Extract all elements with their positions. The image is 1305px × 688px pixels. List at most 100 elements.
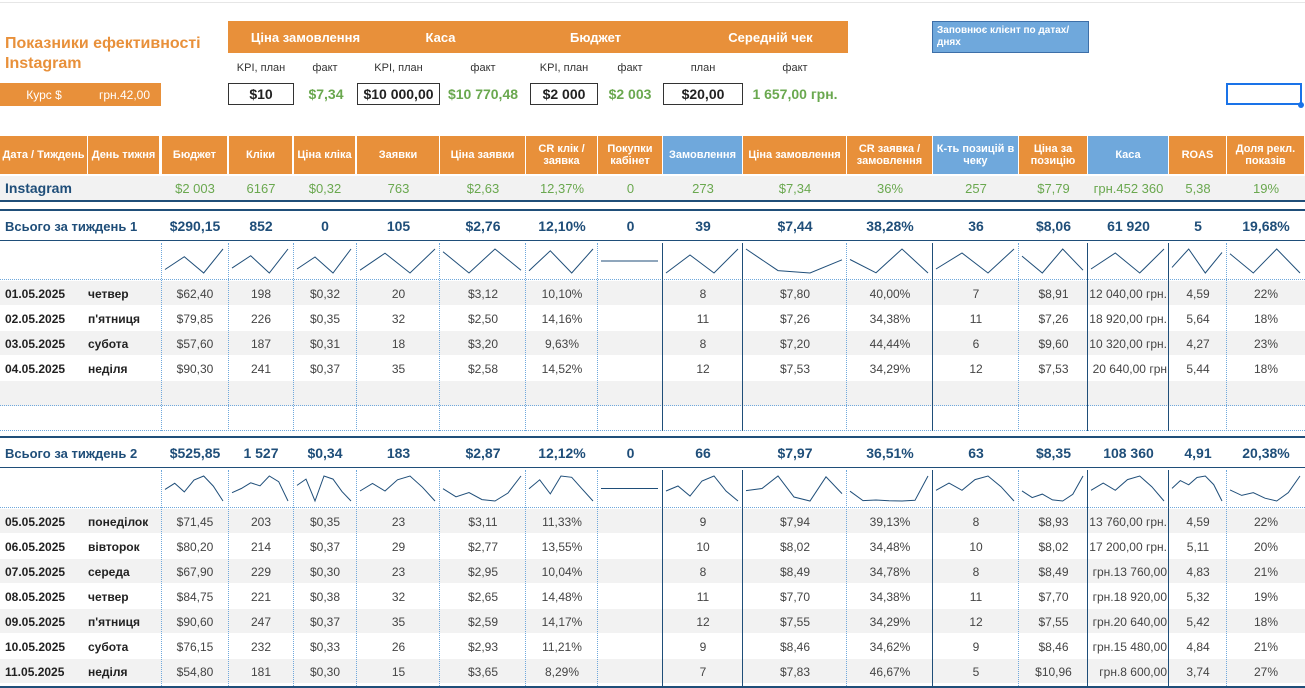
- data-cell[interactable]: 27%: [1253, 664, 1279, 679]
- data-cell[interactable]: $3,11: [468, 514, 498, 529]
- data-cell[interactable]: $10,96: [1035, 664, 1072, 679]
- date-cell[interactable]: 07.05.2025: [5, 564, 66, 579]
- data-cell[interactable]: 10,10%: [541, 286, 583, 301]
- data-cell[interactable]: 18%: [1253, 361, 1279, 376]
- data-cell[interactable]: 247: [250, 614, 272, 629]
- data-cell[interactable]: $0,32: [309, 286, 341, 301]
- data-cell[interactable]: 34,29%: [869, 361, 911, 376]
- data-cell[interactable]: 9: [699, 514, 707, 529]
- data-cell[interactable]: 34,48%: [869, 539, 911, 554]
- data-cell[interactable]: 5,42: [1186, 614, 1210, 629]
- data-cell[interactable]: $3,65: [467, 664, 499, 679]
- week-total-cell[interactable]: $2,87: [465, 445, 501, 461]
- data-cell[interactable]: 198: [250, 286, 272, 301]
- data-cell[interactable]: 9: [699, 639, 707, 654]
- data-cell[interactable]: 35: [391, 614, 406, 629]
- data-cell[interactable]: 7: [972, 286, 980, 301]
- summary-cell[interactable]: 5,38: [1185, 180, 1211, 196]
- data-cell[interactable]: $7,70: [779, 589, 811, 604]
- data-cell[interactable]: 5,32: [1186, 589, 1210, 604]
- data-cell[interactable]: $0,30: [309, 564, 341, 579]
- data-cell[interactable]: 23: [391, 514, 406, 529]
- week-total-cell[interactable]: $7,97: [777, 445, 813, 461]
- data-cell[interactable]: $8,49: [779, 564, 811, 579]
- data-cell[interactable]: $71,45: [176, 514, 214, 529]
- date-cell[interactable]: 04.05.2025: [5, 361, 66, 376]
- data-cell[interactable]: 12: [969, 614, 983, 629]
- date-cell[interactable]: 09.05.2025: [5, 614, 66, 629]
- summary-cell[interactable]: 12,37%: [539, 180, 585, 196]
- data-cell[interactable]: $0,37: [309, 539, 341, 554]
- column-header[interactable]: Заявки: [357, 136, 439, 174]
- data-cell[interactable]: $80,20: [176, 539, 214, 554]
- data-cell[interactable]: [598, 281, 663, 306]
- data-cell[interactable]: 8: [972, 564, 980, 579]
- data-cell[interactable]: $8,46: [779, 639, 811, 654]
- data-cell[interactable]: 5: [972, 664, 980, 679]
- data-cell[interactable]: $7,94: [779, 514, 811, 529]
- data-cell[interactable]: $3,20: [467, 336, 499, 351]
- week-total-label[interactable]: Всього за тиждень 2: [5, 445, 138, 461]
- data-cell[interactable]: 18%: [1253, 614, 1279, 629]
- data-cell[interactable]: $54,80: [176, 664, 214, 679]
- week-total-cell[interactable]: 19,68%: [1242, 218, 1290, 234]
- week-total-cell[interactable]: 12,12%: [538, 445, 586, 461]
- data-cell[interactable]: 4,59: [1186, 286, 1210, 301]
- week-total-cell[interactable]: $0,34: [307, 445, 343, 461]
- data-cell[interactable]: $8,02: [779, 539, 811, 554]
- kpi-budget-plan[interactable]: $2 000: [530, 83, 598, 105]
- date-cell[interactable]: 06.05.2025: [5, 539, 66, 554]
- column-header[interactable]: CR заявка / замовлення: [847, 136, 932, 174]
- data-cell[interactable]: [598, 306, 663, 331]
- week-total-cell[interactable]: 66: [695, 445, 711, 461]
- week-total-cell[interactable]: 38,28%: [866, 218, 914, 234]
- week-total-cell[interactable]: $8,35: [1035, 445, 1072, 461]
- data-cell[interactable]: 4,84: [1186, 639, 1210, 654]
- week-total-cell[interactable]: 63: [968, 445, 984, 461]
- data-cell[interactable]: [598, 331, 663, 356]
- data-cell[interactable]: 19%: [1253, 589, 1279, 604]
- data-cell[interactable]: 4,83: [1186, 564, 1210, 579]
- data-cell[interactable]: $84,75: [176, 589, 214, 604]
- data-cell[interactable]: 214: [250, 539, 272, 554]
- data-cell[interactable]: 29: [391, 539, 406, 554]
- data-cell[interactable]: 11,21%: [542, 639, 582, 654]
- data-cell[interactable]: 4,27: [1186, 336, 1210, 351]
- column-header[interactable]: Замовлення: [663, 136, 742, 174]
- data-cell[interactable]: 10: [696, 539, 710, 554]
- data-cell[interactable]: [598, 356, 663, 381]
- week-total-cell[interactable]: 0: [626, 445, 635, 461]
- weekday-cell[interactable]: субота: [88, 336, 129, 351]
- data-cell[interactable]: 9: [972, 639, 980, 654]
- summary-cell[interactable]: 763: [387, 180, 410, 196]
- data-cell[interactable]: 18 920,00 грн.: [1089, 311, 1167, 326]
- summary-cell[interactable]: 19%: [1252, 180, 1280, 196]
- date-cell[interactable]: 10.05.2025: [5, 639, 66, 654]
- summary-cell[interactable]: $7,79: [1037, 180, 1070, 196]
- date-cell[interactable]: 05.05.2025: [5, 514, 66, 529]
- data-cell[interactable]: $57,60: [176, 336, 214, 351]
- data-cell[interactable]: 17 200,00 грн.: [1089, 539, 1167, 554]
- data-cell[interactable]: 18%: [1253, 311, 1279, 326]
- data-cell[interactable]: 34,62%: [869, 639, 911, 654]
- column-header[interactable]: CR клік / заявка: [526, 136, 597, 174]
- data-cell[interactable]: 34,29%: [869, 614, 911, 629]
- data-cell[interactable]: $0,35: [309, 514, 341, 529]
- summary-cell[interactable]: $7,34: [778, 180, 812, 196]
- data-cell[interactable]: грн.15 480,00: [1092, 639, 1167, 654]
- data-cell[interactable]: 221: [250, 589, 272, 604]
- data-cell[interactable]: грн.13 760,00: [1092, 564, 1167, 579]
- data-cell[interactable]: 44,44%: [869, 336, 911, 351]
- data-cell[interactable]: [598, 659, 663, 684]
- summary-cell[interactable]: $2,63: [466, 180, 500, 196]
- kpi-avg-check-plan[interactable]: $20,00: [663, 83, 743, 105]
- data-cell[interactable]: 23: [391, 564, 406, 579]
- data-cell[interactable]: 187: [250, 336, 272, 351]
- data-cell[interactable]: 14,17%: [541, 614, 583, 629]
- data-cell[interactable]: 14,48%: [541, 589, 583, 604]
- exchange-rate-value[interactable]: грн.42,00: [98, 87, 151, 102]
- column-header[interactable]: Бюджет: [162, 136, 227, 174]
- data-cell[interactable]: $0,31: [309, 336, 341, 351]
- data-cell[interactable]: 46,67%: [869, 664, 911, 679]
- data-cell[interactable]: 21%: [1253, 564, 1279, 579]
